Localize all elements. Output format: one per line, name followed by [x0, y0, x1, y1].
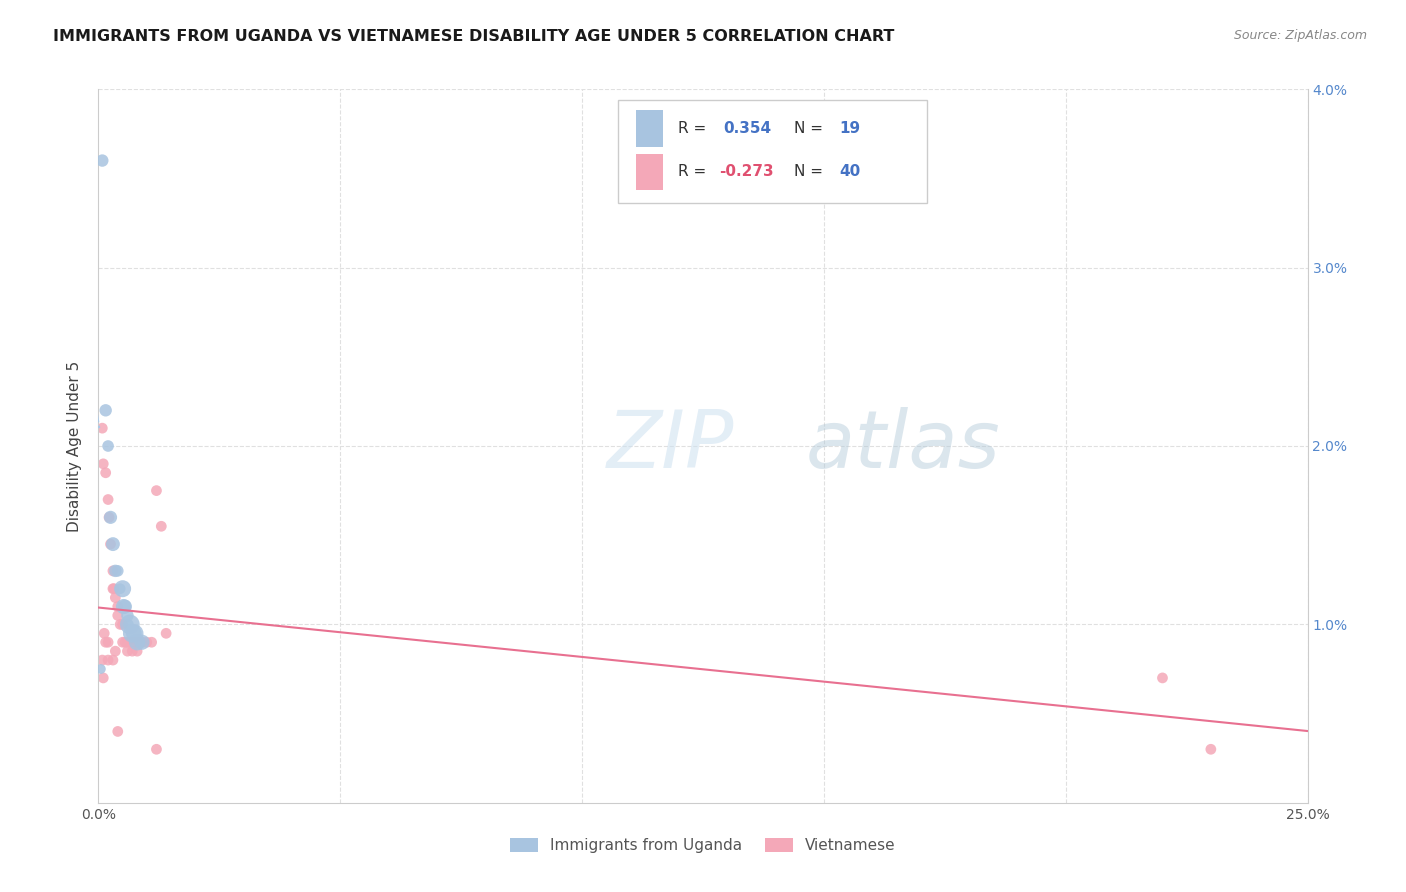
- Point: [121, 644, 143, 658]
- Point: [90, 662, 112, 676]
- Point: [101, 582, 124, 596]
- Point: [97, 635, 120, 649]
- Point: [100, 537, 122, 551]
- Point: [111, 635, 134, 649]
- Point: [108, 582, 131, 596]
- Text: IMMIGRANTS FROM UGANDA VS VIETNAMESE DISABILITY AGE UNDER 5 CORRELATION CHART: IMMIGRANTS FROM UGANDA VS VIETNAMESE DIS…: [53, 29, 894, 44]
- Point: [155, 626, 177, 640]
- Point: [117, 608, 139, 623]
- Point: [124, 626, 146, 640]
- Point: [121, 626, 143, 640]
- Point: [97, 653, 120, 667]
- Point: [145, 742, 167, 756]
- Point: [91, 153, 114, 168]
- Point: [121, 635, 143, 649]
- Point: [141, 635, 163, 649]
- Point: [100, 510, 122, 524]
- Y-axis label: Disability Age Under 5: Disability Age Under 5: [67, 360, 83, 532]
- Point: [118, 617, 141, 632]
- Text: N =: N =: [793, 121, 823, 136]
- Point: [101, 564, 124, 578]
- Text: 19: 19: [839, 121, 860, 136]
- Point: [111, 582, 134, 596]
- Text: Source: ZipAtlas.com: Source: ZipAtlas.com: [1233, 29, 1367, 42]
- Text: 40: 40: [839, 164, 860, 179]
- Point: [107, 599, 129, 614]
- FancyBboxPatch shape: [637, 153, 664, 190]
- Point: [98, 510, 121, 524]
- Point: [91, 421, 114, 435]
- Point: [97, 439, 120, 453]
- Legend: Immigrants from Uganda, Vietnamese: Immigrants from Uganda, Vietnamese: [505, 832, 901, 859]
- Text: ZIP: ZIP: [606, 407, 734, 485]
- Point: [101, 537, 124, 551]
- Point: [135, 635, 157, 649]
- Point: [103, 582, 125, 596]
- FancyBboxPatch shape: [637, 111, 664, 147]
- Point: [93, 626, 115, 640]
- Point: [127, 635, 149, 649]
- Point: [112, 599, 135, 614]
- Point: [101, 653, 124, 667]
- Point: [114, 635, 136, 649]
- Point: [117, 617, 139, 632]
- Point: [94, 403, 117, 417]
- Point: [107, 724, 129, 739]
- Point: [104, 591, 127, 605]
- Point: [127, 644, 149, 658]
- Point: [114, 599, 136, 614]
- Point: [131, 635, 153, 649]
- Text: N =: N =: [793, 164, 823, 179]
- Text: -0.273: -0.273: [718, 164, 773, 179]
- Point: [127, 635, 149, 649]
- Point: [91, 653, 114, 667]
- FancyBboxPatch shape: [619, 100, 927, 203]
- Point: [107, 564, 129, 578]
- Point: [131, 635, 153, 649]
- Point: [104, 564, 127, 578]
- Point: [1199, 742, 1222, 756]
- Point: [108, 617, 131, 632]
- Point: [94, 635, 117, 649]
- Point: [107, 608, 129, 623]
- Point: [97, 492, 120, 507]
- Point: [150, 519, 173, 533]
- Point: [111, 617, 134, 632]
- Point: [91, 671, 114, 685]
- Point: [1152, 671, 1174, 685]
- Point: [91, 457, 114, 471]
- Point: [104, 644, 127, 658]
- Point: [117, 644, 139, 658]
- Text: R =: R =: [678, 164, 706, 179]
- Point: [94, 466, 117, 480]
- Point: [117, 635, 139, 649]
- Text: atlas: atlas: [806, 407, 1001, 485]
- Text: R =: R =: [678, 121, 706, 136]
- Text: 0.354: 0.354: [724, 121, 772, 136]
- Point: [145, 483, 167, 498]
